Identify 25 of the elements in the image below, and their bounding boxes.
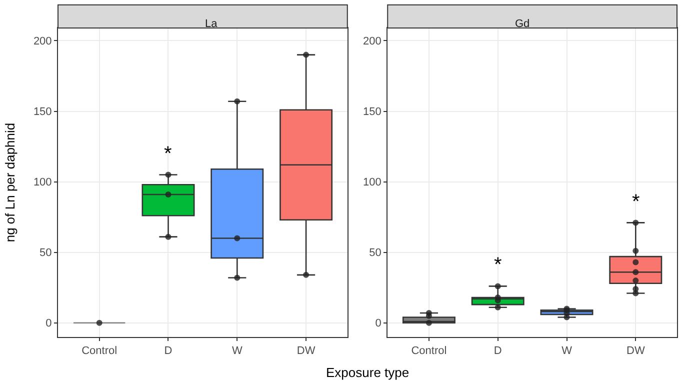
chart-title: La xyxy=(205,18,218,30)
y-axis-title: ng of Ln per daphnid xyxy=(2,122,18,242)
y-tick-label: 150 xyxy=(363,106,382,118)
chart-title: Gd xyxy=(515,18,530,30)
y-tick-label: 150 xyxy=(33,106,52,118)
x-tick-label: Control xyxy=(82,345,118,358)
annotation: * xyxy=(494,254,502,276)
x-tick-label: Control xyxy=(411,345,447,358)
x-tick-label: W xyxy=(562,345,573,358)
y-tick-label: 50 xyxy=(369,247,382,260)
y-tick-label: 200 xyxy=(363,36,382,48)
y-tick-label: 100 xyxy=(33,176,52,189)
x-tick-label: D xyxy=(494,345,502,358)
y-tick-label: 100 xyxy=(363,176,382,189)
x-tick-label: W xyxy=(232,345,243,358)
annotation: * xyxy=(164,143,172,165)
annotation: * xyxy=(632,191,640,213)
x-tick-label: DW xyxy=(626,345,646,358)
x-axis-title: Exposure type xyxy=(326,365,410,380)
y-tick-label: 0 xyxy=(375,318,382,330)
y-tick-label: 200 xyxy=(33,36,52,48)
x-tick-label: DW xyxy=(296,345,316,358)
y-tick-label: 50 xyxy=(40,247,52,260)
y-tick-label: 0 xyxy=(46,318,52,330)
x-tick-label: D xyxy=(164,345,172,358)
